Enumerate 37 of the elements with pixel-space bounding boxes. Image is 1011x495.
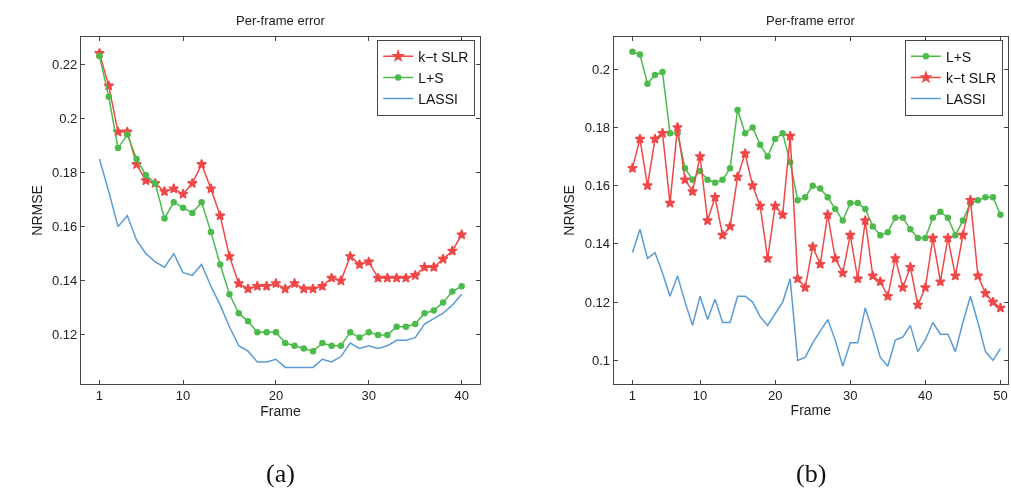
x-axis-title: Frame [260, 403, 301, 420]
x-tick-label: 1 [95, 388, 104, 404]
x-tick-label: 10 [175, 388, 191, 404]
y-tick-label: 0.18 [584, 119, 611, 135]
x-tick-label: 20 [268, 388, 284, 404]
x-tick-label: 50 [993, 388, 1008, 404]
legend-label: k−t SLR [945, 69, 997, 86]
legend-label: L+S [945, 48, 972, 65]
y-tick-label: 0.2 [592, 61, 611, 77]
x-tick-label: 30 [361, 388, 377, 404]
y-tick-label: 0.12 [584, 294, 611, 310]
x-tick-label: 40 [918, 388, 933, 404]
x-tick-label: 1 [628, 388, 637, 404]
y-tick-label: 0.1 [592, 352, 611, 368]
y-tick-label: 0.12 [51, 327, 78, 343]
legend-label: L+S [418, 69, 444, 86]
y-tick-label: 0.14 [584, 236, 611, 252]
x-axis-title: Frame [790, 401, 832, 418]
y-tick-label: 0.16 [584, 178, 611, 194]
y-tick-label: 0.18 [51, 165, 78, 181]
text: (a) [266, 459, 295, 488]
y-tick-label: 0.14 [51, 273, 78, 289]
text: (b) [796, 459, 827, 488]
x-tick-label: 20 [767, 388, 783, 404]
y-axis-title: NRMSE [28, 185, 45, 236]
legend-label: LASSI [945, 91, 986, 108]
y-axis-title: NRMSE [561, 185, 578, 236]
chart-title: Per-frame error [236, 13, 326, 28]
y-tick-label: 0.22 [51, 56, 78, 72]
x-tick-label: 30 [843, 388, 858, 404]
y-tick-label: 0.2 [59, 110, 78, 126]
legend-label: LASSI [418, 91, 458, 108]
chart-title: Per-frame error [766, 13, 856, 28]
y-tick-label: 0.16 [51, 219, 78, 235]
x-tick-label: 10 [692, 388, 708, 404]
x-tick-label: 40 [454, 388, 469, 404]
legend-label: k−t SLR [418, 48, 469, 65]
